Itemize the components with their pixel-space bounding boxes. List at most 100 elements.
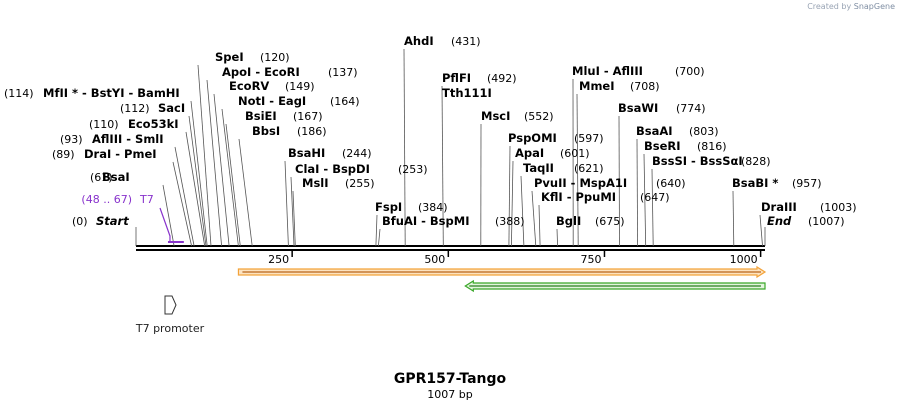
- site-position: (492): [487, 72, 517, 85]
- map-end: (1007) End: [764, 214, 845, 246]
- site-ahdi[interactable]: AhdI (431): [404, 34, 481, 48]
- site-position: (167): [293, 110, 323, 123]
- site-pvuii-mspa1i[interactable]: PvuII - MspA1I (640): [534, 176, 686, 190]
- site-name: ApaI: [515, 146, 544, 160]
- site-position: (700): [675, 65, 705, 78]
- site-position: (621): [574, 162, 604, 175]
- site-name: BseRI: [644, 139, 681, 153]
- cut-line: [538, 204, 541, 247]
- site-mlui-afliii[interactable]: MluI - AflIII (700): [572, 64, 705, 78]
- credit-prefix: Created by: [807, 2, 852, 11]
- site-pspomi[interactable]: PspOMI (597): [508, 131, 604, 145]
- site-bseri[interactable]: BseRI (816): [644, 139, 727, 153]
- site-position: (186): [297, 125, 327, 138]
- map-title: GPR157-Tango: [394, 371, 507, 387]
- site-apoi-ecori[interactable]: ApoI - EcoRI (137): [222, 65, 358, 79]
- site-bsssi-bsss-i[interactable]: BssSI - BssSαI(828): [652, 154, 771, 168]
- site-position: (816): [697, 140, 727, 153]
- site-position: (110): [89, 118, 119, 131]
- primer-t7[interactable]: (48 .. 67) T7: [81, 193, 184, 243]
- site-name: SpeI: [215, 50, 244, 64]
- site-name: MscI: [481, 109, 510, 123]
- site-pflfi[interactable]: PflFI (492): [442, 71, 517, 85]
- site-bsiei[interactable]: BsiEI (167): [245, 109, 323, 123]
- site-name: AflIII - SmlI: [92, 132, 164, 146]
- tick-label: 500: [424, 253, 445, 266]
- site-eco53ki[interactable]: (110) Eco53kI: [89, 117, 179, 131]
- site-fspi[interactable]: FspI (384): [375, 200, 448, 214]
- site-msci[interactable]: MscI (552): [481, 109, 554, 123]
- cut-line: [290, 176, 295, 247]
- cut-line: [190, 100, 208, 247]
- site-name: DraI - PmeI: [84, 147, 157, 161]
- primer-leader-line: [159, 207, 171, 242]
- site-msli[interactable]: MslI (255): [302, 176, 375, 190]
- site-position: (957): [792, 177, 822, 190]
- site-name: DraIII: [761, 200, 797, 214]
- tick-label: 750: [580, 253, 601, 266]
- site-position: (552): [524, 110, 554, 123]
- site-name: MfII * - BstYI - BamHI: [43, 86, 180, 100]
- site-name: PspOMI: [508, 131, 557, 145]
- site-name: FspI: [375, 200, 402, 214]
- site-name: BsaBI *: [732, 176, 778, 190]
- site-bsawi[interactable]: BsaWI (774): [618, 101, 706, 115]
- site-position: (388): [495, 215, 525, 228]
- site-draiii[interactable]: DraIII (1003): [761, 200, 857, 214]
- site-position: (149): [285, 80, 315, 93]
- site-position: (640): [656, 177, 686, 190]
- site-name: BssSI - BssSαI: [652, 154, 743, 168]
- cut-line: [378, 228, 381, 247]
- site-name: Tth111I: [442, 86, 492, 100]
- site-position: (137): [328, 66, 358, 79]
- site-saci[interactable]: (112) SacI: [120, 101, 185, 115]
- site-tth111i[interactable]: Tth111I: [442, 86, 492, 100]
- site-bgli[interactable]: BglI (675): [556, 214, 625, 228]
- site-name: BbsI: [252, 124, 280, 138]
- snapgene-credit: Created by SnapGene: [807, 2, 895, 11]
- site-afliii-smli[interactable]: (93) AflIII - SmlI: [60, 132, 164, 146]
- site-spei[interactable]: SpeI (120): [215, 50, 290, 64]
- site-position: (597): [574, 132, 604, 145]
- promoter-arrow-icon: [164, 295, 177, 315]
- cut-line: [508, 145, 511, 247]
- site-bsaai[interactable]: BsaAI (803): [636, 124, 719, 138]
- cut-line: [172, 161, 192, 247]
- site-ecorv[interactable]: EcoRV (149): [229, 79, 315, 93]
- cut-line: [520, 175, 525, 247]
- cut-line: [441, 85, 444, 247]
- cut-line: [403, 48, 406, 247]
- cut-line: [213, 93, 230, 247]
- t7-promoter[interactable]: T7 promoter: [135, 295, 205, 335]
- site-name: BglI: [556, 214, 581, 228]
- site-mfii-bstyi-bamhi[interactable]: (114) MfII * - BstYI - BamHI: [4, 86, 180, 100]
- site-kfli-ppumi[interactable]: KflI - PpuMI (647): [541, 190, 670, 204]
- site-taqii[interactable]: TaqII (621): [523, 161, 604, 175]
- site-position: (431): [451, 35, 481, 48]
- site-position: (708): [630, 80, 660, 93]
- site-bsahi[interactable]: BsaHI (244): [288, 146, 372, 160]
- cut-line: [375, 214, 378, 247]
- tick-label: 1000: [730, 253, 758, 266]
- site-bsai[interactable]: (61)BsaI: [90, 170, 130, 184]
- site-position: (120): [260, 51, 290, 64]
- site-position: (828): [741, 155, 771, 168]
- site-noti-eagi[interactable]: NotI - EagI (164): [238, 94, 360, 108]
- cut-line: [636, 138, 638, 247]
- cut-line: [618, 115, 620, 247]
- site-bbsi[interactable]: BbsI (186): [252, 124, 327, 138]
- site-mmei[interactable]: MmeI (708): [579, 79, 660, 93]
- site-name: MmeI: [579, 79, 615, 93]
- site-bsabi[interactable]: BsaBI * (957): [732, 176, 822, 190]
- site-bfuai-bspmi[interactable]: BfuAI - BspMI (388): [382, 214, 525, 228]
- cut-line: [221, 108, 239, 247]
- primer-range-label: (48 .. 67): [81, 193, 132, 206]
- site-position: (164): [330, 95, 360, 108]
- site-name: NotI - EagI: [238, 94, 306, 108]
- feature-arrows: [237, 265, 767, 293]
- site-apai[interactable]: ApaI (601): [515, 146, 590, 160]
- site-drai-pmei[interactable]: (89) DraI - PmeI: [52, 147, 157, 161]
- site-clai-bspdi[interactable]: ClaI - BspDI (253): [295, 162, 428, 176]
- end-position: (1007): [808, 215, 845, 228]
